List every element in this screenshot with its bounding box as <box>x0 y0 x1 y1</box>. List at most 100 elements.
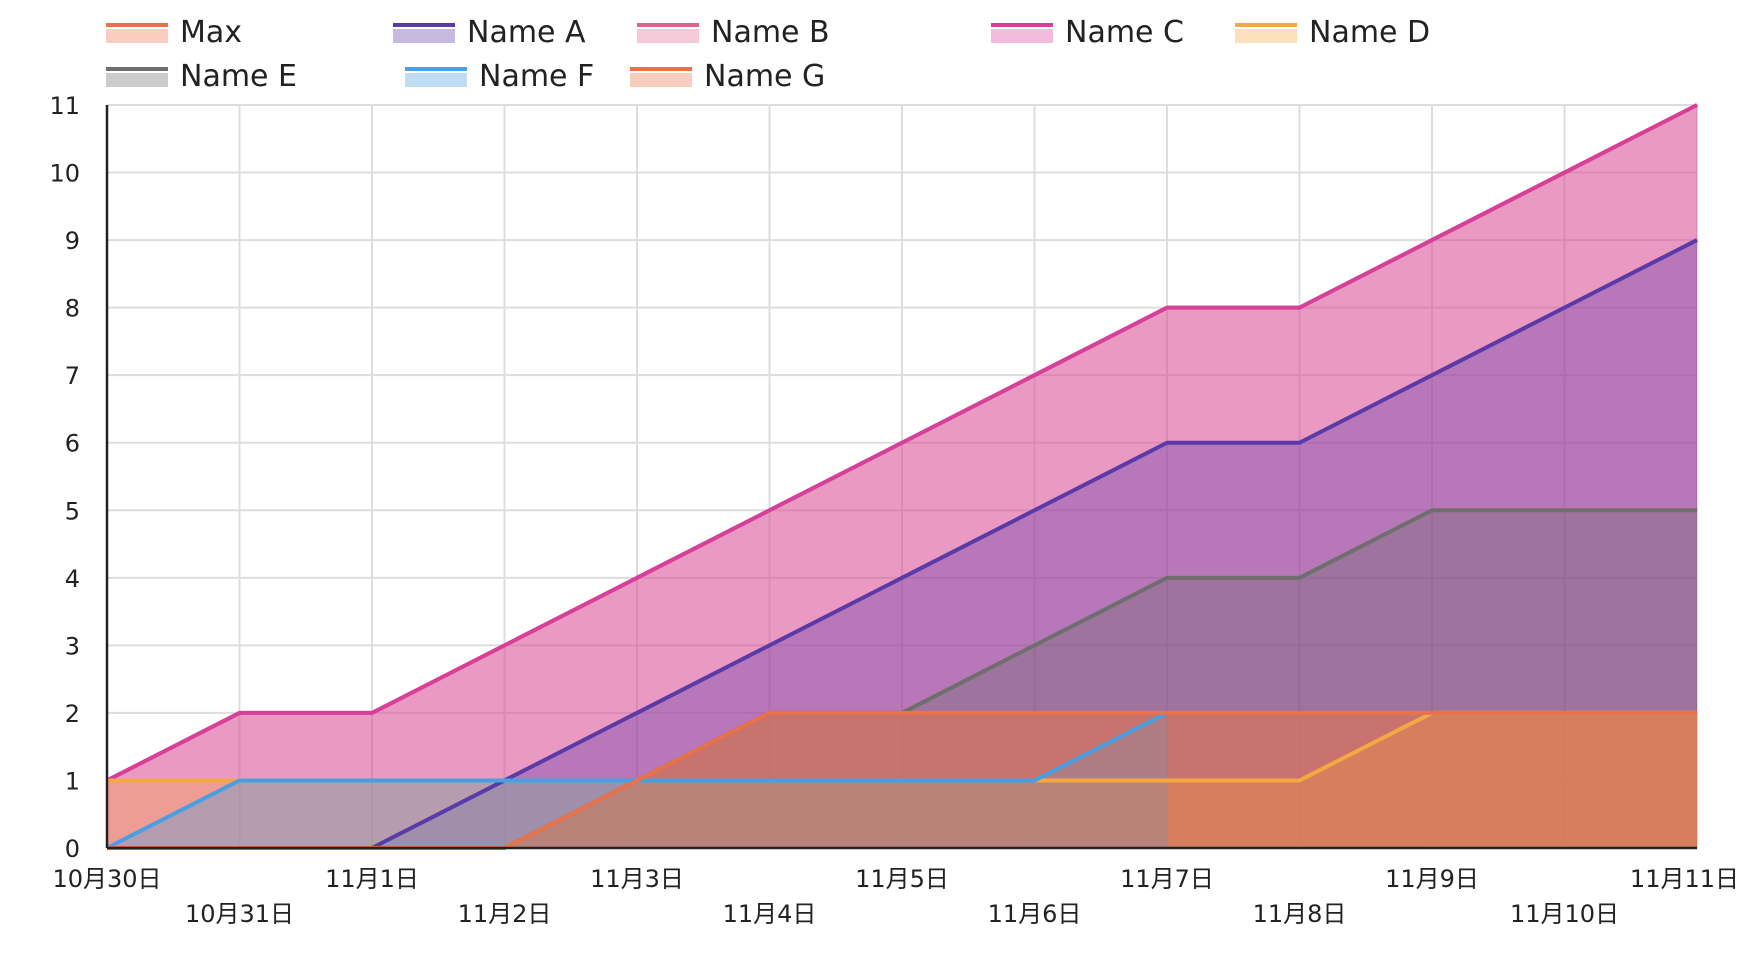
point-name-c <box>636 577 638 579</box>
x-tick-label: 11月6日 <box>988 900 1082 928</box>
point-name-e <box>1034 644 1035 646</box>
point-name-c <box>1564 172 1565 174</box>
x-tick-label: 11月9日 <box>1385 865 1479 893</box>
legend: Max Name A Name B Name C Name D Name E N… <box>0 0 1740 100</box>
legend-swatch-name-b <box>637 21 699 43</box>
legend-swatch-name-f <box>405 65 467 87</box>
point-name-g <box>1299 712 1300 714</box>
point-name-g <box>1034 712 1035 714</box>
point-name-c <box>901 442 903 444</box>
y-tick-label: 0 <box>65 835 80 863</box>
point-name-a <box>1564 307 1565 309</box>
point-name-a <box>1696 239 1698 241</box>
y-tick-label: 6 <box>65 430 80 458</box>
legend-item-name-b[interactable]: Name B <box>637 12 830 52</box>
legend-label-name-c: Name C <box>1065 14 1184 50</box>
legend-label-name-d: Name D <box>1309 14 1431 50</box>
legend-label-name-g: Name G <box>704 58 826 94</box>
axes <box>105 105 1697 850</box>
point-name-a <box>1431 374 1433 376</box>
point-name-e <box>1166 577 1168 579</box>
x-tick-label: 11月3日 <box>590 865 684 893</box>
point-name-c <box>504 644 505 646</box>
point-name-c <box>1299 307 1300 309</box>
point-name-a <box>636 712 638 714</box>
point-name-f <box>504 779 505 781</box>
x-tick-label: 11月4日 <box>723 900 817 928</box>
point-name-a <box>1299 442 1300 444</box>
point-name-a <box>1166 442 1168 444</box>
point-name-g <box>901 712 903 714</box>
legend-label-max: Max <box>180 14 243 50</box>
y-tick-label: 1 <box>65 767 80 795</box>
y-tick-label: 9 <box>65 227 80 255</box>
x-tick-label: 11月5日 <box>855 865 949 893</box>
point-name-g <box>636 779 638 781</box>
y-tick-label: 2 <box>65 700 80 728</box>
x-tick-label: 11月7日 <box>1120 865 1214 893</box>
x-tick-label: 11月1日 <box>325 865 419 893</box>
point-name-d <box>1299 779 1300 781</box>
point-name-a <box>769 644 770 646</box>
point-name-f <box>371 779 373 781</box>
point-name-g <box>1431 712 1433 714</box>
point-name-f <box>901 779 903 781</box>
y-tick-label: 7 <box>65 362 80 390</box>
y-tick-label: 5 <box>65 497 80 525</box>
point-name-c <box>239 712 240 714</box>
y-tick-label: 8 <box>65 295 80 323</box>
legend-item-max[interactable]: Max <box>106 12 242 52</box>
tick-labels: 0 1 2 3 4 5 6 7 8 9 10 11 10月30日 10月31日 11月1日 11月2日 11月3… <box>49 92 1739 928</box>
point-name-a <box>901 577 903 579</box>
legend-label-name-b: Name B <box>711 14 830 50</box>
point-name-e <box>1299 577 1300 579</box>
legend-item-name-f[interactable]: Name F <box>405 56 594 96</box>
legend-swatch-name-c <box>991 21 1053 43</box>
point-name-e <box>1696 509 1698 511</box>
legend-item-name-e[interactable]: Name E <box>106 56 297 96</box>
point-name-e <box>1431 509 1433 511</box>
legend-item-name-a[interactable]: Name A <box>393 12 586 52</box>
point-name-g <box>1166 712 1168 714</box>
legend-item-name-c[interactable]: Name C <box>991 12 1184 52</box>
point-name-e <box>1564 509 1565 511</box>
point-name-c <box>1696 104 1698 106</box>
y-tick-label: 10 <box>49 160 80 188</box>
x-tick-label: 11月11日 <box>1630 865 1739 893</box>
x-tick-label: 11月8日 <box>1253 900 1347 928</box>
area-name-a <box>107 240 1697 848</box>
x-tick-label: 10月30日 <box>52 865 161 893</box>
y-tick-label: 3 <box>65 632 80 660</box>
point-name-g <box>1696 712 1698 714</box>
area-name-c <box>107 105 1697 848</box>
y-tick-label: 11 <box>49 92 80 120</box>
point-name-a <box>1034 509 1035 511</box>
y-tick-label: 4 <box>65 565 80 593</box>
point-name-f <box>239 779 240 781</box>
point-name-d <box>1166 779 1168 781</box>
area-name-e <box>107 510 1697 848</box>
legend-label-name-a: Name A <box>467 14 586 50</box>
legend-item-name-g[interactable]: Name G <box>630 56 825 96</box>
point-name-c <box>769 509 770 511</box>
x-tick-label: 11月10日 <box>1510 900 1619 928</box>
point-name-c <box>1166 307 1168 309</box>
legend-label-name-e: Name E <box>180 58 297 94</box>
legend-swatch-name-d <box>1235 21 1297 43</box>
legend-swatch-name-e <box>106 65 168 87</box>
legend-swatch-name-g <box>630 65 692 87</box>
legend-label-name-f: Name F <box>479 58 595 94</box>
x-tick-label: 11月2日 <box>458 900 552 928</box>
point-name-f <box>769 779 770 781</box>
point-name-c <box>1431 239 1433 241</box>
legend-swatch-name-a <box>393 21 455 43</box>
point-name-g <box>769 712 770 714</box>
point-name-g <box>1564 712 1565 714</box>
area-name-b <box>107 105 1697 848</box>
legend-item-name-d[interactable]: Name D <box>1235 12 1430 52</box>
legend-swatch-max <box>106 21 168 43</box>
point-name-f <box>1034 779 1035 781</box>
point-name-c <box>1034 374 1035 376</box>
